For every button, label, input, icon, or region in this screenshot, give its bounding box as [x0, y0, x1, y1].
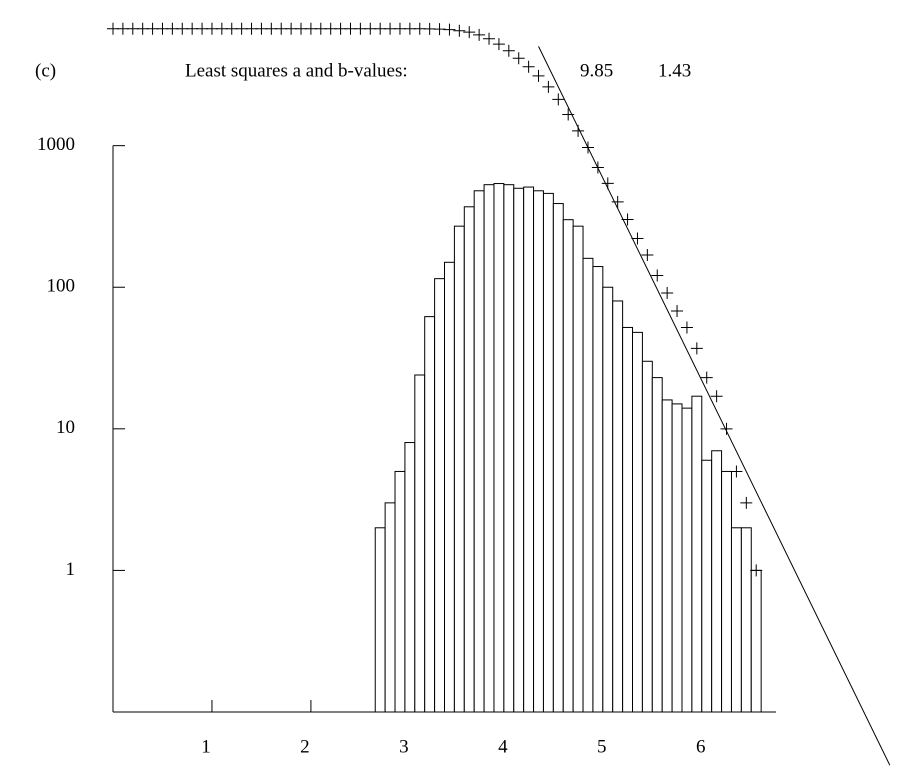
bar: [691, 395, 703, 713]
bar: [533, 190, 544, 713]
cumulative-marker: [750, 564, 763, 577]
panel-label: (c): [35, 60, 56, 81]
bar: [671, 403, 683, 713]
bar: [681, 407, 693, 713]
cumulative-marker: [473, 28, 486, 41]
x-tick-label: 5: [597, 736, 607, 757]
bar: [711, 450, 723, 713]
bar: [513, 187, 525, 713]
y-tick-label: 1000: [37, 134, 75, 155]
bar: [632, 331, 643, 713]
annotation: Least squares a and b-values:: [185, 60, 408, 81]
cumulative-marker: [730, 465, 743, 478]
fit-line: [538, 46, 891, 766]
cumulative-marker: [651, 269, 664, 282]
bar: [374, 527, 386, 713]
cumulative-marker: [542, 80, 555, 93]
bar: [463, 206, 475, 713]
x-tick-label: 1: [201, 736, 211, 757]
x-tick-label: 6: [696, 736, 706, 757]
cumulative-marker: [671, 304, 684, 317]
bar: [750, 569, 762, 713]
bar: [651, 377, 663, 713]
cumulative-marker: [453, 24, 466, 37]
bar: [592, 266, 604, 713]
bar: [503, 184, 515, 713]
cumulative-marker: [641, 248, 654, 261]
bar: [523, 186, 535, 713]
x-tick-label: 2: [300, 736, 310, 757]
cumulative-marker: [512, 52, 525, 65]
bar: [483, 184, 495, 713]
bar: [414, 374, 426, 713]
a-value: 9.85: [580, 60, 613, 81]
x-tick-label: 3: [399, 736, 409, 757]
bar: [424, 316, 436, 713]
bar: [582, 257, 594, 713]
cumulative-marker: [680, 321, 693, 334]
cumulative-marker: [502, 44, 515, 57]
bar: [572, 225, 584, 713]
bar: [453, 225, 465, 713]
cumulative-marker: [710, 390, 723, 403]
bar: [622, 326, 634, 713]
bar: [730, 527, 742, 713]
y-tick-label: 1: [66, 559, 76, 580]
cumulative-marker: [720, 422, 733, 435]
bar: [384, 502, 396, 713]
bar: [701, 459, 713, 713]
bar: [740, 527, 752, 713]
cumulative-marker: [483, 32, 496, 45]
cumulative-marker: [433, 23, 446, 36]
cumulative-marker: [631, 232, 644, 245]
cumulative-marker: [492, 38, 505, 51]
y-tick-label: 100: [47, 276, 76, 297]
x-tick-label: 4: [498, 736, 508, 757]
bar: [404, 442, 416, 713]
bar: [562, 219, 574, 713]
cumulative-marker: [611, 195, 624, 208]
bar: [434, 278, 446, 713]
bar: [721, 470, 732, 713]
bar: [444, 261, 455, 713]
b-value: 1.43: [658, 60, 691, 81]
bar: [661, 399, 673, 713]
cumulative-marker: [443, 23, 456, 36]
cumulative-marker: [522, 60, 535, 73]
y-tick-label: 10: [56, 417, 75, 438]
cumulative-marker: [690, 342, 703, 355]
cumulative-marker: [700, 371, 713, 384]
bar: [542, 192, 554, 713]
bar: [612, 300, 624, 713]
bar: [641, 360, 653, 713]
bar: [602, 286, 614, 713]
bar: [473, 190, 485, 713]
cumulative-marker: [463, 26, 476, 39]
cumulative-marker: [562, 108, 575, 121]
cumulative-marker: [552, 93, 565, 106]
bar: [394, 470, 406, 713]
cumulative-marker: [532, 69, 545, 82]
bar: [552, 203, 564, 713]
cumulative-marker: [740, 496, 753, 509]
bar: [493, 183, 505, 713]
cumulative-marker: [661, 287, 674, 300]
